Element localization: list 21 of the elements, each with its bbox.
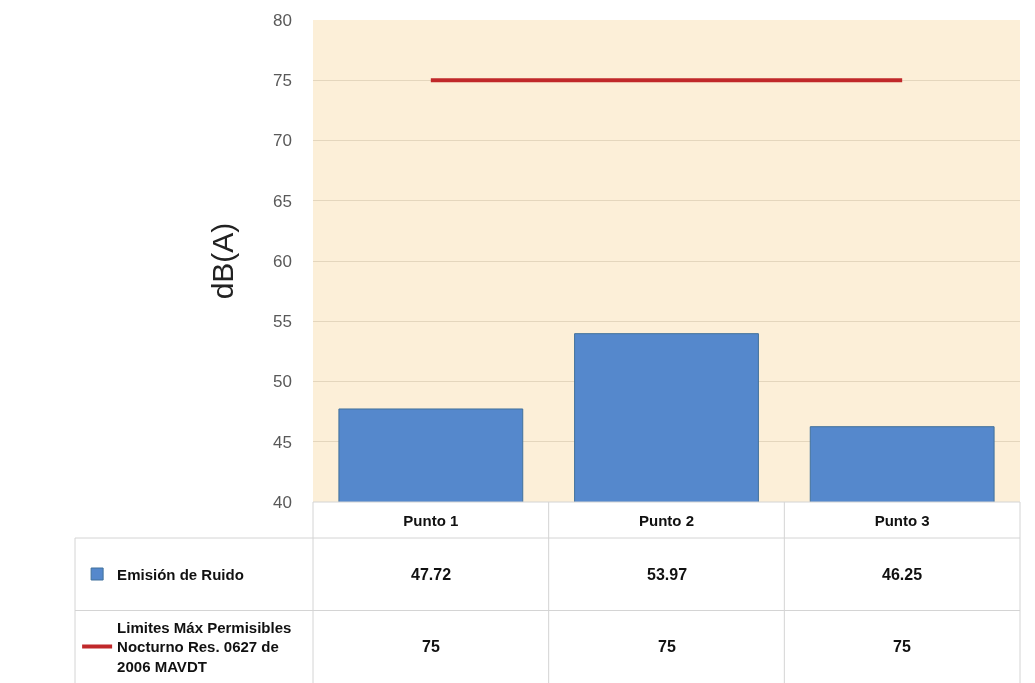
x-tick-label: Punto 2 bbox=[639, 512, 694, 529]
data-label: 75 bbox=[422, 638, 440, 655]
y-tick-label: 80 bbox=[273, 10, 292, 30]
x-tick-label: Punto 1 bbox=[403, 512, 459, 529]
x-tick-label: Punto 3 bbox=[874, 512, 930, 529]
y-tick-label: 60 bbox=[273, 251, 292, 271]
data-label: 75 bbox=[658, 638, 676, 655]
y-tick-label: 45 bbox=[273, 432, 292, 452]
data-label: 47.72 bbox=[411, 566, 452, 583]
y-tick-label: 50 bbox=[273, 372, 292, 392]
data-label: 46.25 bbox=[882, 566, 923, 583]
legend-label: Limites Máx Permisibles Nocturno Res. 0627 de 2006 MAVDT bbox=[117, 618, 292, 675]
y-tick-label: 65 bbox=[273, 191, 292, 211]
data-label: 53.97 bbox=[647, 566, 688, 583]
y-tick-label: 55 bbox=[273, 312, 292, 332]
data-label: 75 bbox=[893, 638, 911, 655]
y-tick-label: 70 bbox=[273, 131, 292, 151]
legend-label: Emisión de Ruido bbox=[117, 565, 244, 583]
y-axis-title: dB(A) bbox=[206, 222, 240, 300]
y-tick-label: 40 bbox=[273, 492, 292, 512]
y-tick-label: 75 bbox=[273, 71, 292, 91]
